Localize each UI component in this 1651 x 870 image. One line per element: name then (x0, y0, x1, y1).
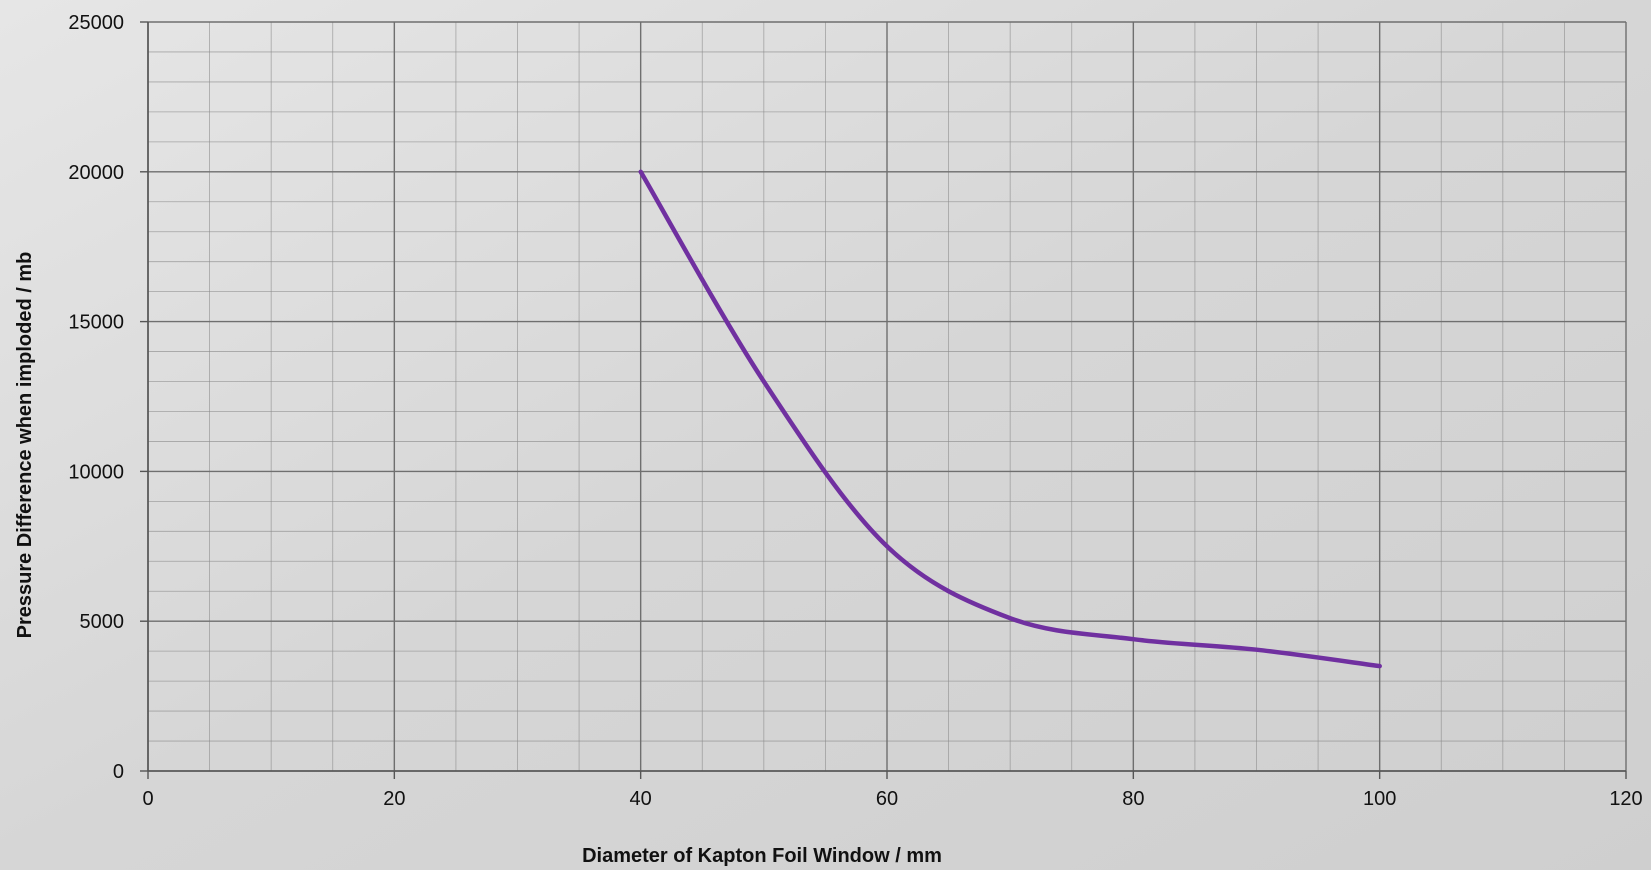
x-tick-label: 40 (630, 788, 652, 810)
x-tick-label: 20 (383, 788, 405, 810)
x-tick-label: 0 (142, 788, 153, 810)
x-tick-label: 60 (876, 788, 898, 810)
x-tick-label: 100 (1363, 788, 1396, 810)
x-tick-label: 120 (1609, 788, 1642, 810)
y-tick-label: 5000 (80, 611, 125, 633)
x-axis-title: Diameter of Kapton Foil Window / mm (582, 845, 942, 867)
y-tick-label: 20000 (68, 162, 124, 184)
y-tick-label: 25000 (68, 12, 124, 34)
y-tick-label: 10000 (68, 461, 124, 483)
x-tick-label: 80 (1122, 788, 1144, 810)
y-axis-title: Pressure Difference when imploded / mb (14, 252, 36, 639)
y-tick-label: 0 (113, 761, 124, 783)
y-tick-label: 15000 (68, 312, 124, 334)
